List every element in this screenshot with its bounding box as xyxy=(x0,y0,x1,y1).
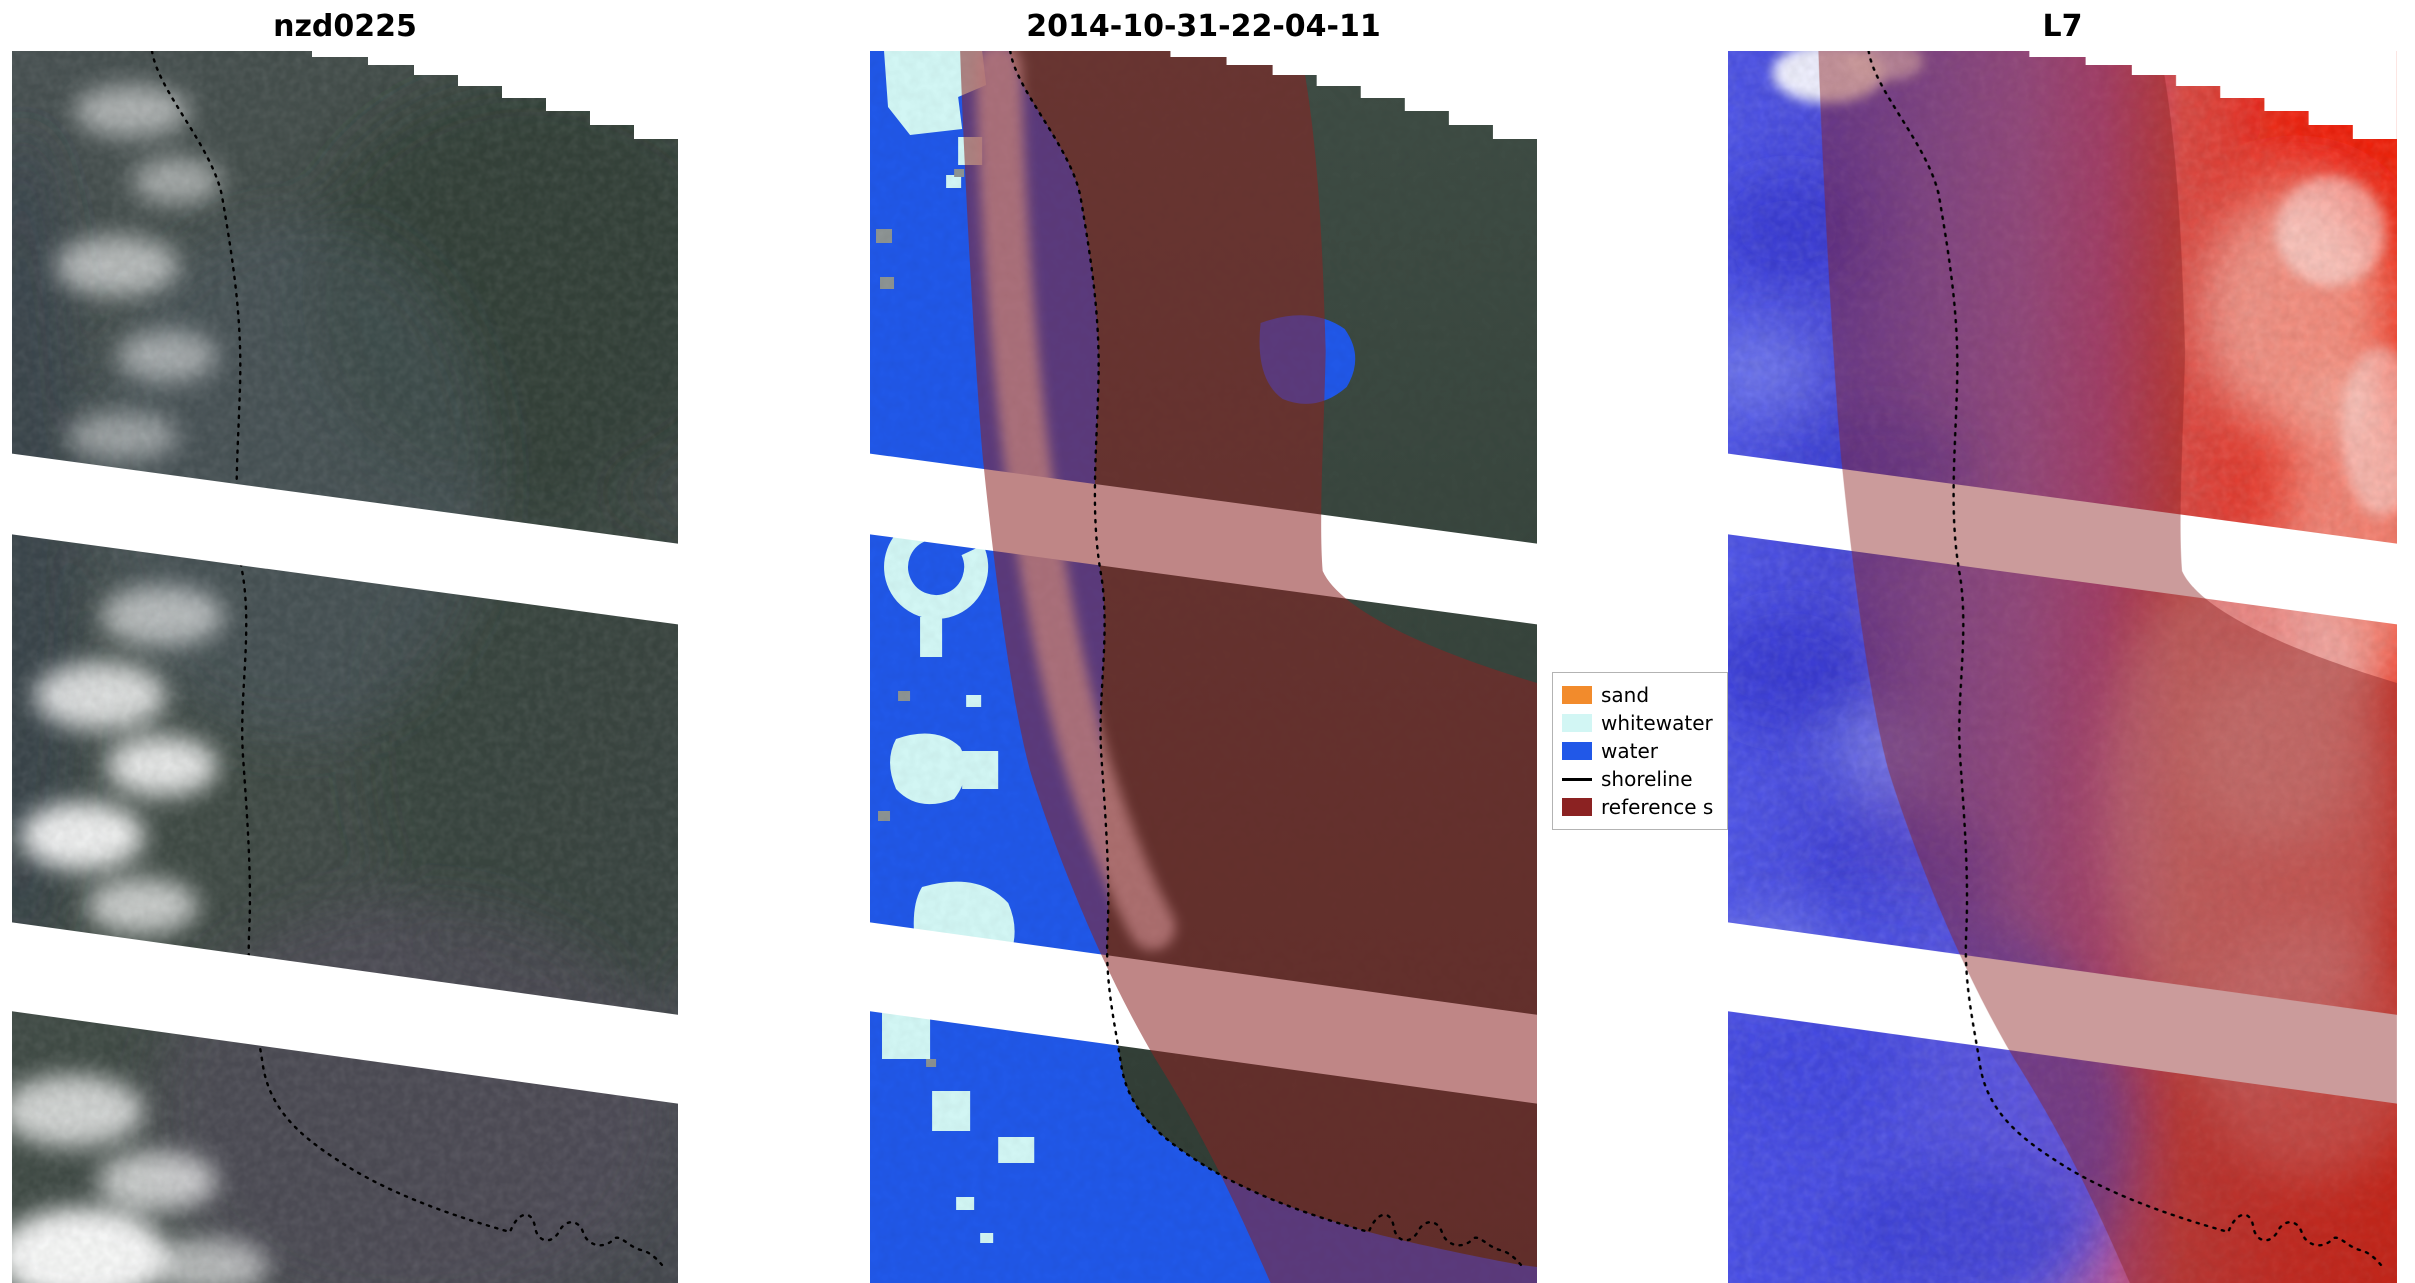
shoreline-dotted-line xyxy=(150,51,664,1267)
index-image-svg xyxy=(1728,51,2397,1283)
scene-edge-staircase xyxy=(2029,51,2397,139)
water-swatch xyxy=(1562,742,1592,760)
legend-label-water: water xyxy=(1601,739,1658,763)
panel-title-date: 2014-10-31-22-04-11 xyxy=(1026,9,1381,44)
panel-classified-image xyxy=(870,51,1537,1283)
scene-edge-staircase xyxy=(1170,51,1537,139)
legend-item-shoreline: shoreline xyxy=(1562,765,1727,793)
legend-item-sand: sand xyxy=(1562,681,1727,709)
classified-image-svg xyxy=(870,51,1537,1283)
legend-label-reference-shoreline: reference s xyxy=(1601,795,1714,819)
legend-label-shoreline: shoreline xyxy=(1601,767,1693,791)
shoreline-dotted-line xyxy=(1867,51,2383,1267)
legend-item-water: water xyxy=(1562,737,1727,765)
legend-label-sand: sand xyxy=(1601,683,1650,707)
reference-shoreline-swatch xyxy=(1562,798,1592,816)
legend: sand whitewater water shoreline referenc… xyxy=(1552,672,1728,830)
panel-title-site: nzd0225 xyxy=(273,9,417,44)
sand-swatch xyxy=(1562,686,1592,704)
landsat7-gap-stripes xyxy=(1728,449,2397,1109)
rgb-image-svg xyxy=(12,51,678,1283)
legend-item-reference-shoreline: reference s xyxy=(1562,793,1727,821)
panel-title-satellite: L7 xyxy=(2042,9,2083,44)
panel-rgb-image xyxy=(12,51,678,1283)
sensor-noise-dark xyxy=(12,51,678,1283)
legend-item-whitewater: whitewater xyxy=(1562,709,1727,737)
reference-shoreline-buffer xyxy=(1818,51,2397,1283)
landsat7-gap-stripes xyxy=(12,449,678,1109)
shoreline-line-sample xyxy=(1562,777,1592,781)
whitewater-swatch xyxy=(1562,714,1592,732)
reference-shoreline-buffer xyxy=(960,51,1537,1283)
scene-edge-staircase xyxy=(312,51,678,139)
shoreline-dotted-line xyxy=(1009,51,1523,1267)
panel-index-image xyxy=(1728,51,2397,1283)
legend-label-whitewater: whitewater xyxy=(1601,711,1713,735)
